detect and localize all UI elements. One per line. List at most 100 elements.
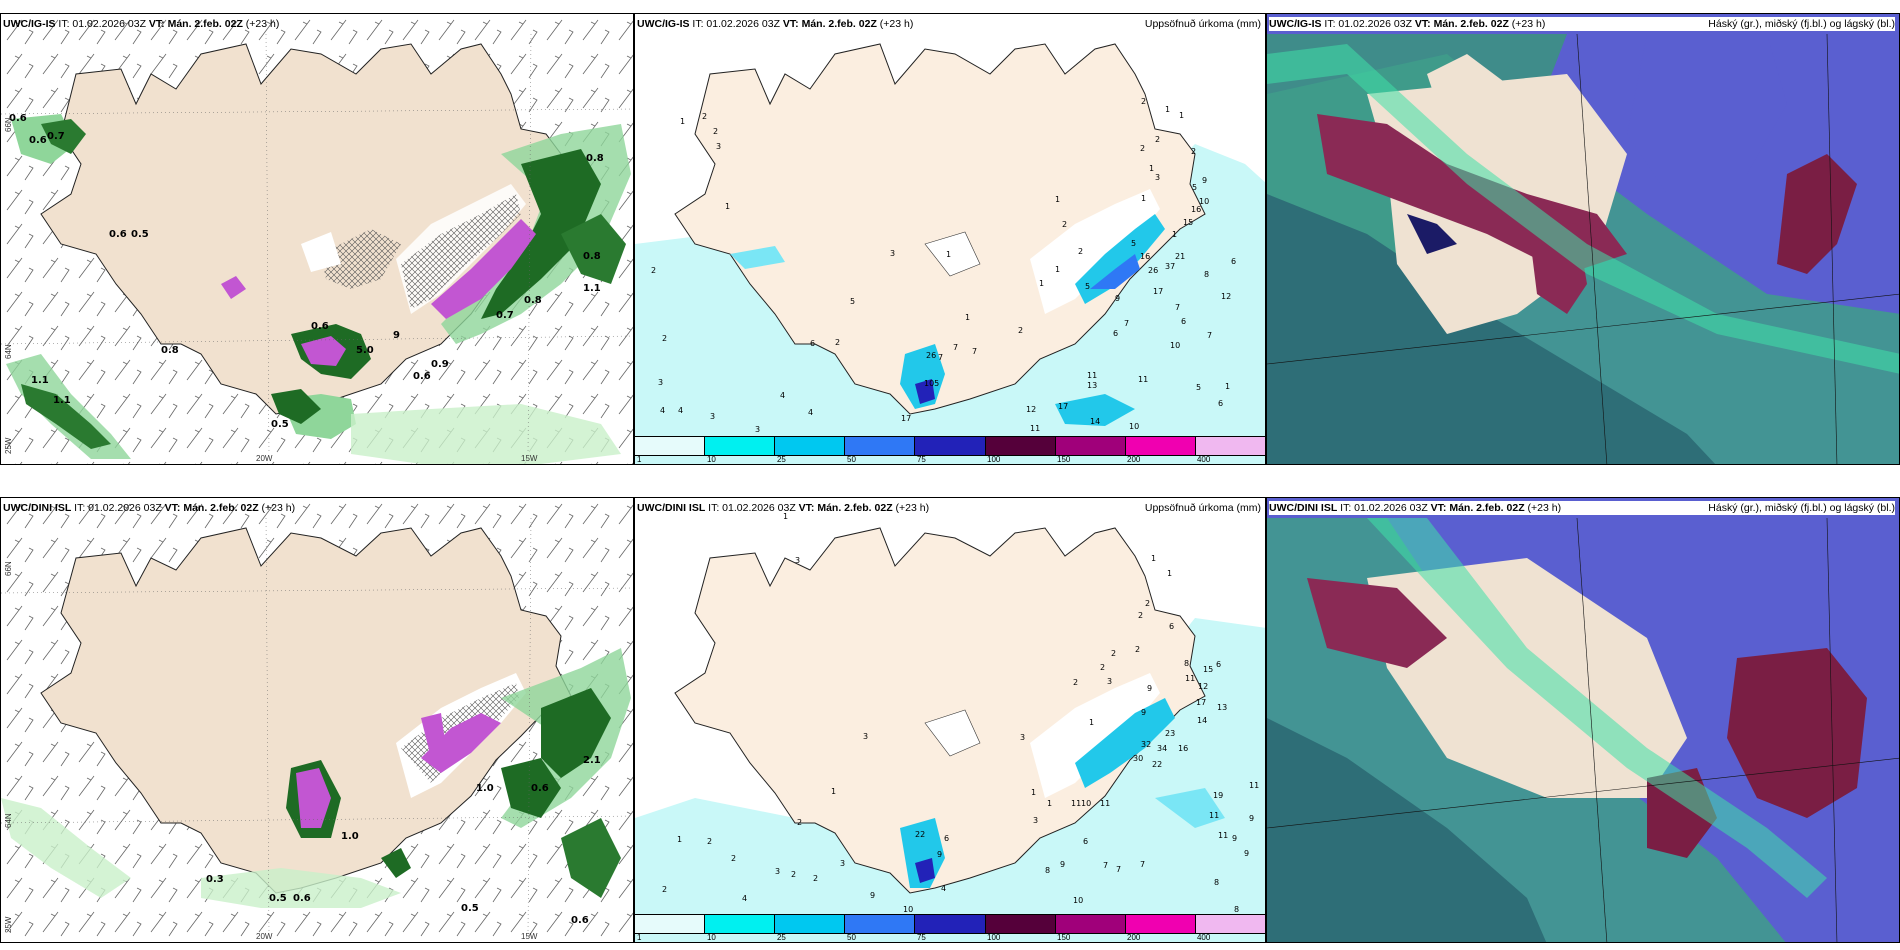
map-value-label: 4 xyxy=(941,884,946,893)
map-value-label: 4 xyxy=(742,894,747,903)
map-value-label: 1 xyxy=(1031,788,1036,797)
map-value-label: 9 xyxy=(870,891,875,900)
map-value-label: 0.5 xyxy=(131,229,149,240)
init-time: IT: 01.02.2026 03Z xyxy=(708,502,796,514)
precip-panel-bottom: UWC/DINI ISL IT: 01.02.2026 03Z VT: Mán.… xyxy=(634,497,1266,943)
map-value-label: 10 xyxy=(1129,422,1139,431)
map-value-label: 9 xyxy=(937,850,942,859)
map-value-label: 2 xyxy=(1138,611,1143,620)
map-value-label: 6 xyxy=(1181,317,1186,326)
wind-map: 0.60.6 0.70.6 0.50.81.11.10.50.690.90.61.1… xyxy=(1,14,633,464)
map-value-label: 8 xyxy=(1234,905,1239,914)
precip-panel-top: UWC/IG-IS IT: 01.02.2026 03Z VT: Mán. 2.… xyxy=(634,13,1266,465)
valid-time: VT: Mán. 2.feb. 02Z xyxy=(148,18,243,30)
colorbar-segment xyxy=(705,437,776,455)
panel-header: UWC/IG-IS IT: 01.02.2026 03Z VT: Mán. 2.… xyxy=(1269,17,1895,31)
colorbar-tick-label: 75 xyxy=(916,455,926,464)
lead-time: (+23 h) xyxy=(1527,502,1562,514)
colorbar-segment xyxy=(1195,915,1265,933)
cloud-panel-top: UWC/IG-IS IT: 01.02.2026 03Z VT: Mán. 2.… xyxy=(1266,13,1900,465)
model-name: UWC/DINI ISL xyxy=(637,502,706,514)
wind-values-top: 0.60.6 0.70.6 0.50.81.11.10.50.690.90.61.1… xyxy=(9,113,604,430)
map-value-label: 2 xyxy=(1100,663,1105,672)
map-value-label: 0.8 xyxy=(161,345,179,356)
map-value-label: 16 xyxy=(1191,205,1201,214)
panel-header: UWC/DINI ISL IT: 01.02.2026 03Z VT: Mán.… xyxy=(637,501,1261,515)
colorbar-tick-label: 200 xyxy=(1127,933,1141,942)
map-value-label: 0.6 xyxy=(9,113,27,124)
map-value-label: 1 xyxy=(1149,164,1154,173)
panel-subtitle: Háský (gr.), miðský (fj.bl.) og lágský (… xyxy=(1708,18,1895,30)
map-value-label: 1.1 xyxy=(583,283,601,294)
colorbar-tick-label: 75 xyxy=(916,933,926,942)
map-value-label: 5 xyxy=(1192,183,1197,192)
map-value-label: 2 xyxy=(835,338,840,347)
map-value-label: 7 xyxy=(1124,319,1129,328)
map-value-label: 0.5 xyxy=(461,903,479,914)
map-value-label: 3 xyxy=(890,249,895,258)
lead-time: (+23 h) xyxy=(245,18,280,30)
panel-subtitle: Uppsöfnuð úrkoma (mm) xyxy=(1144,502,1261,514)
map-value-label: 0.7 xyxy=(496,310,514,321)
map-value-label: 9 xyxy=(1060,860,1065,869)
colorbar-ticks: 1 10 25 50 75 100 150 200 400 xyxy=(635,455,1265,464)
map-value-label: 1 xyxy=(1165,105,1170,114)
map-value-label: 4 xyxy=(678,406,683,415)
map-value-label: 3 xyxy=(1033,816,1038,825)
colorbar-tick-label: 400 xyxy=(1196,933,1211,942)
colorbar-tick-label: 10 xyxy=(706,455,716,464)
map-value-label: 0.5 xyxy=(269,893,287,904)
wind-values-bottom: 0.5 0.6 0.6 1.0 1.0 0.5 0.6 0.3 2.1 xyxy=(206,755,601,926)
colorbar-tick-label: 50 xyxy=(847,455,856,464)
init-time: IT: 01.02.2026 03Z xyxy=(1324,18,1412,30)
map-value-label: 4 xyxy=(660,406,665,415)
map-value-label: 9 xyxy=(1147,684,1152,693)
map-value-label: 8 xyxy=(1045,866,1050,875)
panel-header: UWC/DINI ISL IT: 01.02.2026 03Z VT: Mán.… xyxy=(1269,501,1895,515)
map-value-label: 23 xyxy=(1165,729,1175,738)
map-value-label: 10 xyxy=(1170,341,1180,350)
lead-time: (+23 h) xyxy=(895,502,930,514)
colorbar-tick-label: 25 xyxy=(776,933,786,942)
map-value-label: 0.6 xyxy=(29,135,47,146)
cloud-map xyxy=(1267,498,1899,942)
precip-colorbar xyxy=(635,914,1265,934)
map-value-label: 15 xyxy=(1183,218,1193,227)
colorbar-segment xyxy=(1055,437,1126,455)
map-value-label: 13 xyxy=(1087,381,1097,390)
map-value-label: 10 xyxy=(1199,197,1209,206)
precip-colorbar xyxy=(635,436,1265,456)
glacier-hatch xyxy=(321,229,401,289)
map-value-label: 22 xyxy=(1152,760,1162,769)
map-value-label: 10 xyxy=(1073,896,1083,905)
map-value-label: 13 xyxy=(1217,703,1227,712)
map-value-label: 1 xyxy=(1151,554,1156,563)
map-value-label: 8 xyxy=(1184,659,1189,668)
init-time: IT: 01.02.2026 03Z xyxy=(74,502,162,514)
map-value-label: 1.0 xyxy=(476,783,494,794)
map-value-label: 0.6 xyxy=(293,893,311,904)
model-name: UWC/IG-IS xyxy=(1269,18,1322,30)
map-value-label: 6 xyxy=(1231,257,1236,266)
colorbar-tick-label: 400 xyxy=(1196,455,1211,464)
map-value-label: 7 xyxy=(1140,860,1145,869)
map-value-label: 6 xyxy=(1218,399,1223,408)
lat-label: 64N xyxy=(4,813,13,828)
map-value-label: 9 xyxy=(1202,176,1207,185)
map-value-label: 7 xyxy=(953,343,958,352)
map-value-label: 6 xyxy=(1216,660,1221,669)
map-value-label: 2 xyxy=(1062,220,1067,229)
map-value-label: 2 xyxy=(1145,599,1150,608)
cloud-panel-bottom: UWC/DINI ISL IT: 01.02.2026 03Z VT: Mán.… xyxy=(1266,497,1900,943)
lead-time: (+23 h) xyxy=(879,18,914,30)
map-value-label: 1.0 xyxy=(341,831,359,842)
map-value-label: 16 xyxy=(1178,744,1188,753)
map-value-label: 2 xyxy=(651,266,656,275)
colorbar-segment xyxy=(845,915,916,933)
map-value-label: 2 xyxy=(791,870,796,879)
colorbar-segment xyxy=(915,437,986,455)
map-value-label: 0.6 xyxy=(413,371,431,382)
map-value-label: 11 xyxy=(1100,799,1110,808)
colorbar-segment xyxy=(775,437,846,455)
